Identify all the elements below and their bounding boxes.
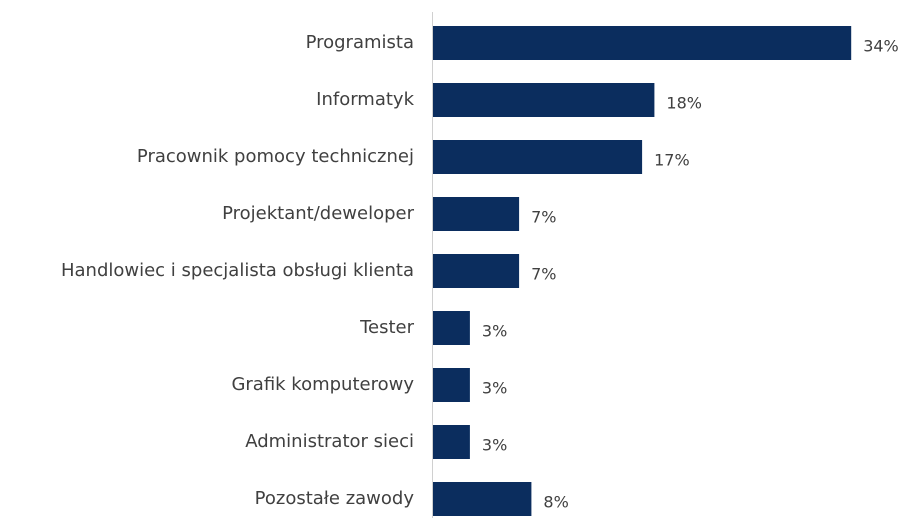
category-label: Informatyk xyxy=(316,89,414,110)
bar xyxy=(433,311,470,345)
bar xyxy=(433,140,643,174)
category-label: Programista xyxy=(306,32,414,53)
data-label: 34% xyxy=(863,37,899,56)
data-label: 7% xyxy=(531,208,556,227)
data-label: 18% xyxy=(666,94,702,113)
bar xyxy=(433,425,470,459)
bar xyxy=(433,83,655,117)
data-label: 3% xyxy=(482,322,507,341)
bar xyxy=(433,482,532,516)
category-label: Administrator sieci xyxy=(245,431,414,452)
bar xyxy=(433,368,470,402)
bar xyxy=(433,197,520,231)
bar xyxy=(433,254,520,288)
category-label: Handlowiec i specjalista obsługi klienta xyxy=(61,260,414,281)
category-label: Projektant/deweloper xyxy=(222,203,414,224)
data-label: 3% xyxy=(482,436,507,455)
data-label: 8% xyxy=(543,493,568,512)
data-label: 7% xyxy=(531,265,556,284)
category-label: Pozostałe zawody xyxy=(255,488,415,509)
bar xyxy=(433,26,852,60)
data-label: 3% xyxy=(482,379,507,398)
category-label: Tester xyxy=(359,317,415,338)
data-label: 17% xyxy=(654,151,690,170)
category-label: Grafik komputerowy xyxy=(231,374,414,395)
category-label: Pracownik pomocy technicznej xyxy=(137,146,414,167)
